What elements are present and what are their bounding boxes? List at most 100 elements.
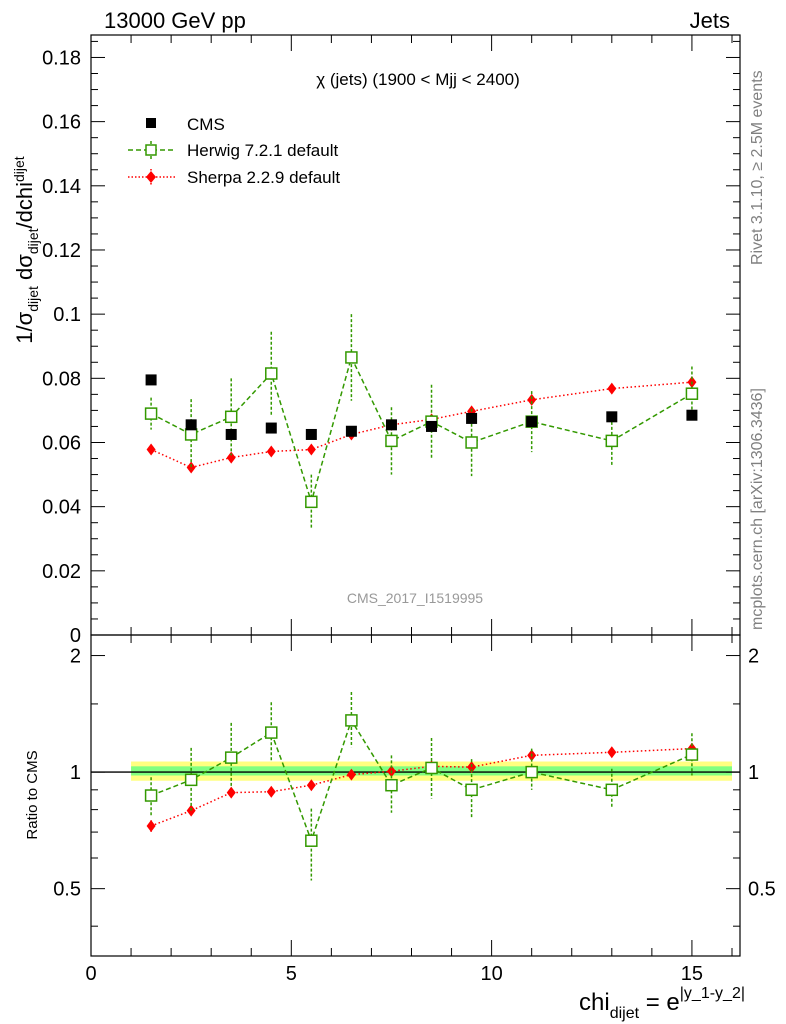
xtick-label: 15 (681, 963, 703, 985)
herwig-point (144, 407, 158, 420)
ratio-ytick-label: 2 (70, 646, 81, 668)
ratio-sherpa-point (226, 786, 236, 799)
ratio-sherpa-point (346, 768, 356, 781)
ratio-sherpa-point (607, 746, 617, 759)
legend-herwig-label: Herwig 7.2.1 default (187, 141, 338, 160)
sherpa-line (150, 381, 692, 469)
main-ytick-label: 0.02 (42, 561, 81, 583)
ylabel-part-2: dσ (12, 254, 37, 286)
main-ytick-label: 0.08 (42, 368, 81, 390)
ratio-herwig-line (150, 718, 693, 843)
xtick-label: 10 (480, 963, 502, 985)
ylabel-sub-2: dijet (25, 228, 41, 254)
cms-point (305, 428, 317, 440)
main-ytick-label: 0.1 (53, 304, 81, 326)
ratio-herwig-point (385, 778, 398, 792)
ratio-ytick-label-right: 2 (748, 646, 759, 668)
header-energy-label: 13000 GeV pp (104, 8, 246, 33)
ratio-herwig-point (685, 748, 699, 761)
ratio-series (144, 692, 699, 881)
herwig-point (265, 367, 278, 380)
xaxis-label-main: chi (579, 989, 610, 1016)
ratio-herwig-point (224, 751, 238, 764)
ratio-ylabel: Ratio to CMS (24, 750, 41, 839)
mcplots-label: mcplots.cern.ch [arXiv:1306.3436] (749, 388, 766, 630)
herwig-point (224, 410, 238, 424)
plot-title: χ (jets) (1900 < Mjj < 2400) (316, 70, 520, 89)
cms-point (345, 425, 357, 437)
main-series (144, 314, 699, 530)
ratio-herwig-point (184, 773, 198, 787)
sherpa-point (266, 445, 276, 458)
ratio-ytick-label: 0.5 (53, 879, 81, 901)
ratio-herwig-point (144, 789, 158, 802)
main-ytick-label: 0.18 (42, 47, 81, 69)
ratio-plot-frame (90, 634, 741, 957)
herwig-point (305, 495, 318, 509)
svg-text:1/σdijet dσdijet/dchidijet: 1/σdijet dσdijet/dchidijet (11, 156, 41, 344)
legend-sherpa-marker (146, 171, 156, 183)
legend-herwig-marker (145, 144, 157, 156)
ratio-sherpa-line (150, 747, 692, 827)
legend: CMS Herwig 7.2.1 default Sherpa 2.2.9 de… (128, 115, 340, 187)
main-ylabel: 1/σdijet dσdijet/dchidijet (11, 156, 41, 344)
sherpa-point (607, 382, 617, 395)
xaxis-label: chidijet = e|y_1-y_2| (579, 985, 745, 1022)
main-ytick-label: 0.06 (42, 432, 81, 454)
herwig-point (385, 434, 398, 448)
ratio-herwig-point (465, 783, 478, 797)
sherpa-point (226, 451, 236, 464)
xaxis-label-sub: dijet (610, 1005, 640, 1022)
cms-point (686, 409, 698, 421)
sherpa-point (146, 443, 156, 456)
ylabel-part-3: /dchi (12, 182, 37, 228)
cms-point (185, 419, 197, 431)
ratio-herwig-point (305, 834, 318, 847)
ratio-sherpa-point (266, 785, 276, 798)
cms-point (225, 428, 237, 440)
cms-point (385, 419, 397, 431)
cms-point (265, 422, 277, 434)
cms-point (466, 412, 478, 424)
ratio-x-axis: 0 5 10 15 (85, 635, 733, 985)
herwig-point (605, 434, 619, 448)
ratio-ytick-label-right: 0.5 (748, 879, 776, 901)
main-ytick-label: 0.04 (42, 497, 81, 519)
herwig-point (465, 436, 478, 449)
ratio-herwig-point (605, 783, 619, 797)
main-y-axis: 0 0.02 0.04 0.06 0.08 0.1 0.12 0.14 0.16 0.18 (42, 40, 740, 647)
cms-point (426, 420, 438, 432)
main-x-ticks (90, 35, 733, 635)
ylabel-part-1: 1/σ (12, 311, 37, 343)
xtick-label: 0 (85, 963, 96, 985)
xaxis-label-sup: |y_1-y_2| (680, 985, 745, 1002)
main-ytick-label: 0 (70, 625, 81, 647)
herwig-point (345, 351, 358, 364)
cms-point (526, 416, 538, 428)
ratio-herwig-point (265, 726, 278, 739)
ratio-y-axis: 0.5 0.5 1 1 2 2 (53, 646, 776, 927)
herwig-line (150, 355, 693, 505)
cms-point (145, 374, 157, 386)
ratio-herwig-point (425, 761, 438, 775)
sherpa-point (527, 393, 537, 406)
main-ytick-label: 0.16 (42, 112, 81, 134)
legend-cms-marker (146, 118, 156, 128)
herwig-point (184, 428, 198, 441)
rivet-label: Rivet 3.1.10, ≥ 2.5M events (749, 70, 766, 265)
ratio-ytick-label: 1 (70, 762, 81, 784)
ratio-sherpa-point (146, 819, 156, 832)
herwig-point (685, 387, 699, 400)
xtick-label: 5 (286, 963, 297, 985)
ratio-herwig-point (525, 765, 538, 779)
main-ytick-label: 0.12 (42, 240, 81, 262)
ratio-herwig-point (345, 714, 358, 727)
legend-cms-label: CMS (187, 115, 225, 134)
ratio-sherpa-point (306, 779, 316, 792)
legend-sherpa-label: Sherpa 2.2.9 default (187, 168, 340, 187)
main-ytick-label: 0.14 (42, 176, 81, 198)
analysis-watermark: CMS_2017_I1519995 (347, 590, 483, 606)
xaxis-label-eq: = e (639, 989, 680, 1016)
sherpa-point (186, 461, 196, 474)
